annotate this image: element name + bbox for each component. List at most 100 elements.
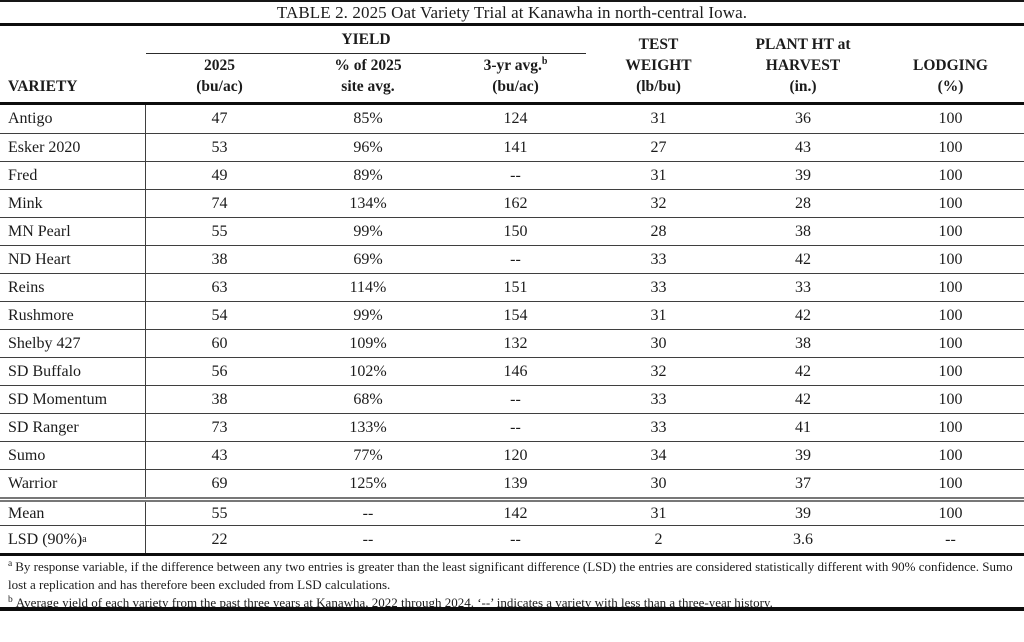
pct-site-avg-cell: 69% <box>353 250 383 268</box>
yield-2025-cell: 38 <box>211 390 228 408</box>
pct-site-avg-cell: -- <box>362 504 374 522</box>
pct-site-avg-cell: 99% <box>353 222 383 240</box>
lodging-cell: 100 <box>938 504 963 522</box>
plant-height-cell: 38 <box>795 334 811 352</box>
variety-cell: MN Pearl <box>0 218 146 245</box>
plant-height-cell: 37 <box>795 474 811 492</box>
table-row: Sumo 43 77% 120 34 39 100 <box>0 441 1024 469</box>
table-row: Esker 2020 53 96% 141 27 43 100 <box>0 133 1024 161</box>
lodging-cell: 100 <box>938 334 963 352</box>
lodging-cell: 100 <box>938 278 963 296</box>
three-yr-avg-cell: -- <box>510 530 521 548</box>
plant-height-cell: 33 <box>795 278 811 296</box>
column-header-2025-yield: 2025 (bu/ac) <box>196 57 243 95</box>
column-headers: VARIETY 2025 (bu/ac) % of 2025 site avg.… <box>0 26 1024 102</box>
column-header-plant-height: PLANT HT at HARVEST (in.) <box>755 36 851 95</box>
variety-cell: Antigo <box>0 105 146 133</box>
yield-2025-cell: 53 <box>211 138 228 156</box>
pct-site-avg-cell: 99% <box>353 306 383 324</box>
variety-cell: Sumo <box>0 442 146 469</box>
column-header-pct-site-avg: % of 2025 site avg. <box>334 57 402 95</box>
variety-cell: SD Momentum <box>0 386 146 413</box>
variety-cell: SD Buffalo <box>0 358 146 385</box>
yield-2025-cell: 43 <box>211 446 228 464</box>
three-yr-avg-cell: -- <box>510 390 521 408</box>
lodging-cell: 100 <box>938 138 963 156</box>
lodging-cell: -- <box>945 530 956 548</box>
variety-cell: Mink <box>0 190 146 217</box>
variety-cell: Shelby 427 <box>0 330 146 357</box>
column-header-3yr-avg: 3-yr avg.b (bu/ac) <box>483 55 548 95</box>
test-weight-cell: 33 <box>650 278 667 296</box>
test-weight-cell: 31 <box>650 110 667 127</box>
variety-cell: Mean <box>0 502 146 525</box>
variety-cell: ND Heart <box>0 246 146 273</box>
variety-cell: Rushmore <box>0 302 146 329</box>
yield-2025-cell: 55 <box>211 222 228 240</box>
test-weight-cell: 31 <box>650 306 667 324</box>
yield-2025-cell: 55 <box>211 504 228 522</box>
table-row: Reins 63 114% 151 33 33 100 <box>0 273 1024 301</box>
plant-height-cell: 41 <box>795 418 811 436</box>
table-row: Mink 74 134% 162 32 28 100 <box>0 189 1024 217</box>
test-weight-cell: 33 <box>650 250 667 268</box>
footnote-text: By response variable, if the difference … <box>8 559 1013 592</box>
three-yr-avg-cell: 154 <box>503 306 528 324</box>
table-row: Fred 49 89% -- 31 39 100 <box>0 161 1024 189</box>
plant-height-cell: 39 <box>795 504 811 522</box>
plant-height-cell: 38 <box>795 222 811 240</box>
table-row: Shelby 427 60 109% 132 30 38 100 <box>0 329 1024 357</box>
plant-height-cell: 39 <box>795 166 811 184</box>
table-row: Warrior 69 125% 139 30 37 100 <box>0 469 1024 497</box>
yield-group-header: YIELD <box>146 31 586 54</box>
footnote-text: Average yield of each variety from the p… <box>15 595 773 610</box>
three-yr-avg-cell: 120 <box>503 446 528 464</box>
three-yr-avg-cell: -- <box>510 166 521 184</box>
three-yr-avg-cell: 142 <box>503 504 528 522</box>
variety-cell: SD Ranger <box>0 414 146 441</box>
test-weight-cell: 2 <box>654 530 663 548</box>
yield-2025-cell: 69 <box>211 474 228 492</box>
test-weight-cell: 30 <box>650 474 667 492</box>
test-weight-cell: 33 <box>650 418 667 436</box>
lodging-cell: 100 <box>938 166 963 184</box>
three-yr-avg-cell: 162 <box>503 194 528 212</box>
footnote-b-marker: b <box>541 55 548 67</box>
variety-cell: Esker 2020 <box>0 134 146 161</box>
pct-site-avg-cell: -- <box>362 530 374 548</box>
table-row: Mean 55 -- 142 31 39 100 <box>0 497 1024 525</box>
variety-cell: Warrior <box>0 470 146 497</box>
table-row: Rushmore 54 99% 154 31 42 100 <box>0 301 1024 329</box>
three-yr-avg-cell: -- <box>510 418 521 436</box>
test-weight-cell: 31 <box>650 166 667 184</box>
test-weight-cell: 32 <box>650 194 667 212</box>
table-row: MN Pearl 55 99% 150 28 38 100 <box>0 217 1024 245</box>
three-yr-avg-cell: 139 <box>503 474 528 492</box>
footnotes: a By response variable, if the difference… <box>0 556 1024 611</box>
pct-site-avg-cell: 85% <box>353 110 383 127</box>
pct-site-avg-cell: 133% <box>349 418 387 436</box>
footnote: a By response variable, if the difference… <box>8 558 1016 594</box>
pct-site-avg-cell: 114% <box>349 278 387 296</box>
pct-site-avg-cell: 68% <box>353 390 383 408</box>
column-header-lodging: LODGING (%) <box>913 57 988 95</box>
plant-height-cell: 39 <box>795 446 811 464</box>
pct-site-avg-cell: 96% <box>353 138 383 156</box>
pct-site-avg-cell: 125% <box>349 474 387 492</box>
test-weight-cell: 28 <box>650 222 667 240</box>
yield-2025-cell: 60 <box>211 334 228 352</box>
test-weight-cell: 30 <box>650 334 667 352</box>
three-yr-avg-cell: 141 <box>503 138 528 156</box>
variety-cell: Reins <box>0 274 146 301</box>
three-yr-avg-cell: -- <box>510 250 521 268</box>
plant-height-cell: 43 <box>795 138 811 156</box>
lodging-cell: 100 <box>938 110 963 127</box>
yield-2025-cell: 73 <box>211 418 228 436</box>
plant-height-cell: 42 <box>795 306 811 324</box>
test-weight-cell: 31 <box>650 504 667 522</box>
test-weight-cell: 33 <box>650 390 667 408</box>
three-yr-avg-cell: 132 <box>503 334 528 352</box>
footnote-marker: a <box>8 558 13 569</box>
lodging-cell: 100 <box>938 362 963 380</box>
